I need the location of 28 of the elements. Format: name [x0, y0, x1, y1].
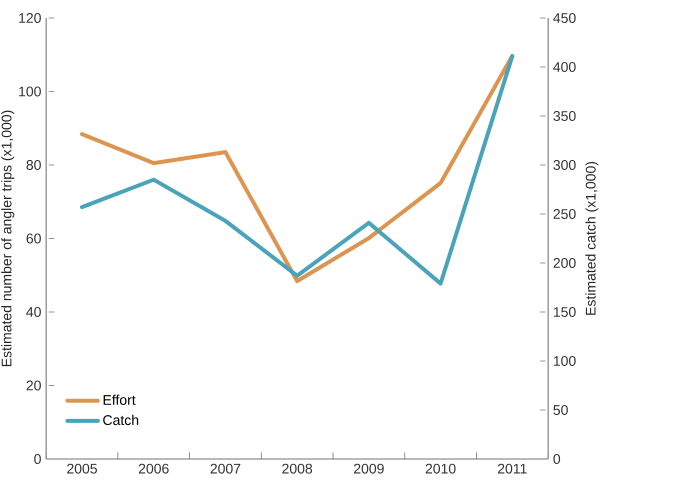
y2-tick-label: 450 — [553, 13, 576, 23]
y2-tick-label: 250 — [554, 209, 576, 219]
y2-tick-label: 50 — [553, 405, 568, 415]
x-tick-label: 2007 — [210, 464, 240, 474]
legend-label: Catch — [103, 414, 138, 426]
y2-tick-label: 100 — [554, 356, 576, 366]
y2-tick-label: 350 — [553, 111, 576, 121]
x-tick-label: 2010 — [426, 464, 456, 474]
legend-label: Effort — [104, 394, 136, 405]
y-tick-label: 40 — [26, 307, 41, 317]
x-tick-label: 2005 — [67, 464, 97, 474]
y-tick-label: 20 — [26, 380, 41, 390]
x-tick-label: 2009 — [354, 464, 384, 474]
y-tick-label: 100 — [19, 86, 41, 96]
y-tick-label: 0 — [34, 454, 41, 464]
y2-tick-label: 300 — [553, 160, 576, 170]
y2-tick-label: 200 — [554, 258, 576, 268]
x-tick-label: 2011 — [498, 464, 527, 474]
y2-tick-label: 150 — [554, 307, 576, 317]
x-tick-label: 2006 — [138, 464, 169, 474]
x-tick-label: 2008 — [282, 464, 312, 474]
y2-axis-title: Estimated catch (x1,000) — [585, 162, 598, 315]
y-axis-title: Estimated number of angler trips (x1,000) — [1, 110, 14, 366]
y-tick-label: 80 — [26, 160, 41, 170]
y-tick-label: 120 — [19, 13, 41, 23]
y2-tick-label: 400 — [553, 62, 576, 72]
y-tick-label: 60 — [26, 234, 41, 244]
y2-tick-label: 0 — [553, 454, 560, 464]
